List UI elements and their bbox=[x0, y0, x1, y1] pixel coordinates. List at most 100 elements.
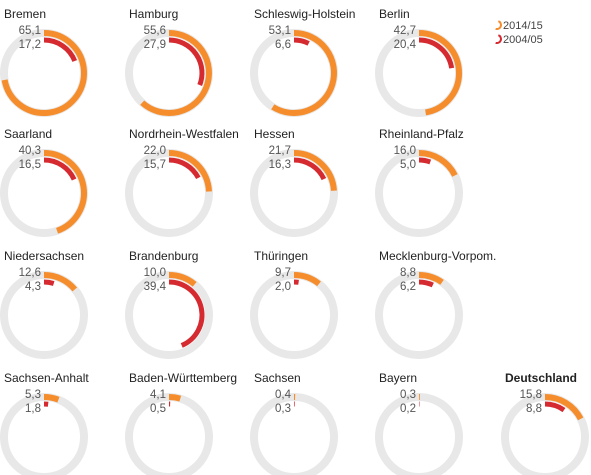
value-2004-label: 0,2 bbox=[400, 403, 416, 415]
value-2004-label: 20,4 bbox=[394, 39, 417, 51]
state-name: Bayern bbox=[379, 371, 417, 385]
state-name: Thüringen bbox=[254, 249, 308, 263]
arc-2014 bbox=[293, 272, 321, 287]
value-2004-label: 17,2 bbox=[19, 39, 41, 51]
arc-2004 bbox=[418, 279, 434, 288]
value-2014-label: 0,3 bbox=[400, 389, 416, 401]
arc-2014 bbox=[544, 394, 584, 421]
state-name: Sachsen bbox=[254, 371, 301, 385]
value-2004-label: 4,3 bbox=[25, 281, 41, 293]
state-name: Berlin bbox=[379, 7, 410, 21]
arc-2004 bbox=[43, 37, 78, 63]
panel-0: Bremen 65,1 17,2 bbox=[0, 7, 88, 117]
arc-2014 bbox=[168, 393, 182, 402]
state-name: Saarland bbox=[4, 127, 52, 141]
panel-3: Berlin 42,7 20,4 bbox=[375, 7, 463, 117]
value-2004-label: 27,9 bbox=[144, 39, 166, 51]
value-2014-label: 65,1 bbox=[19, 25, 41, 37]
arc-2014 bbox=[140, 30, 212, 116]
arc-2014 bbox=[418, 272, 444, 285]
arc-2004 bbox=[168, 157, 201, 180]
panel-8: Niedersachsen 12,6 4,3 bbox=[0, 249, 88, 359]
value-2014-label: 0,4 bbox=[275, 389, 292, 401]
value-2014-label: 15,8 bbox=[520, 389, 542, 401]
state-name: Brandenburg bbox=[129, 249, 198, 263]
value-2014-label: 8,8 bbox=[400, 267, 416, 279]
arc-2004 bbox=[293, 37, 310, 46]
track-ring bbox=[0, 393, 88, 475]
arc-2014 bbox=[418, 150, 458, 177]
arc-2004 bbox=[544, 401, 566, 413]
value-2004-label: 5,0 bbox=[400, 159, 416, 171]
arc-2004 bbox=[418, 37, 455, 69]
value-2014-label: 10,0 bbox=[144, 267, 166, 279]
value-2004-label: 0,5 bbox=[150, 403, 166, 415]
legend-swatch bbox=[495, 20, 502, 30]
state-name: Deutschland bbox=[505, 371, 577, 385]
arc-2014 bbox=[1, 30, 87, 116]
panel-2: Schleswig-Holstein 53,1 6,6 bbox=[250, 7, 355, 117]
value-2004-label: 39,4 bbox=[144, 281, 167, 293]
value-2004-label: 15,7 bbox=[144, 159, 166, 171]
value-2014-label: 9,7 bbox=[275, 267, 291, 279]
panel-5: Nordrhein-Westfalen 22,0 15,7 bbox=[125, 127, 239, 237]
value-2014-label: 53,1 bbox=[269, 25, 291, 37]
arc-2014 bbox=[43, 272, 78, 292]
arc-2004 bbox=[168, 37, 205, 86]
state-name: Schleswig-Holstein bbox=[254, 7, 355, 21]
legend-label: 2004/05 bbox=[503, 34, 543, 46]
panel-7: Rheinland-Pfalz 16,0 5,0 bbox=[375, 127, 464, 237]
panel-15: Bayern 0,3 0,2 bbox=[375, 371, 463, 475]
legend-label: 2014/15 bbox=[503, 20, 543, 32]
state-name: Bremen bbox=[4, 7, 46, 21]
track-ring bbox=[125, 393, 213, 475]
arc-2014 bbox=[293, 150, 337, 191]
panel-6: Hessen 21,7 16,3 bbox=[250, 127, 338, 237]
track-ring bbox=[375, 271, 463, 359]
value-2014-label: 55,6 bbox=[144, 25, 166, 37]
value-2004-label: 2,0 bbox=[275, 281, 291, 293]
arc-2004 bbox=[43, 157, 77, 181]
value-2004-label: 16,3 bbox=[269, 159, 291, 171]
value-2014-label: 4,1 bbox=[150, 389, 166, 401]
value-2014-label: 40,3 bbox=[19, 145, 41, 157]
panel-16: Deutschland 15,8 8,8 bbox=[501, 371, 589, 475]
track-ring bbox=[250, 271, 338, 359]
value-2004-label: 8,8 bbox=[526, 403, 542, 415]
state-name: Rheinland-Pfalz bbox=[379, 127, 464, 141]
panel-4: Saarland 40,3 16,5 bbox=[0, 127, 88, 237]
legend-swatch bbox=[495, 34, 502, 44]
value-2014-label: 16,0 bbox=[394, 145, 416, 157]
arc-2014 bbox=[168, 150, 212, 192]
state-name: Hamburg bbox=[129, 7, 178, 21]
value-2004-label: 1,8 bbox=[25, 403, 41, 415]
track-ring bbox=[375, 393, 463, 475]
arc-2014 bbox=[168, 272, 197, 287]
value-2004-label: 6,2 bbox=[400, 281, 416, 293]
arc-2004 bbox=[168, 279, 205, 348]
state-name: Hessen bbox=[254, 127, 295, 141]
panel-12: Sachsen-Anhalt 5,3 1,8 bbox=[0, 371, 89, 475]
arc-2014 bbox=[418, 30, 463, 116]
panel-11: Mecklenburg-Vorpom. 8,8 6,2 bbox=[375, 249, 496, 359]
arc-2014 bbox=[43, 150, 87, 234]
value-2014-label: 22,0 bbox=[144, 145, 166, 157]
value-2004-label: 6,6 bbox=[275, 39, 291, 51]
arc-2004 bbox=[43, 279, 55, 286]
panel-9: Brandenburg 10,0 39,4 bbox=[125, 249, 213, 359]
value-2004-label: 16,5 bbox=[19, 159, 41, 171]
arc-2014 bbox=[43, 394, 60, 403]
value-2014-label: 21,7 bbox=[269, 145, 291, 157]
panel-1: Hamburg 55,6 27,9 bbox=[125, 7, 213, 117]
state-name: Sachsen-Anhalt bbox=[4, 371, 89, 385]
value-2014-label: 5,3 bbox=[25, 389, 41, 401]
arc-2004 bbox=[293, 157, 327, 181]
state-name: Niedersachsen bbox=[4, 249, 84, 263]
panel-10: Thüringen 9,7 2,0 bbox=[250, 249, 338, 359]
state-name: Mecklenburg-Vorpom. bbox=[379, 249, 496, 263]
panel-14: Sachsen 0,4 0,3 bbox=[250, 371, 338, 475]
value-2004-label: 0,3 bbox=[275, 403, 291, 415]
state-name: Nordrhein-Westfalen bbox=[129, 127, 239, 141]
